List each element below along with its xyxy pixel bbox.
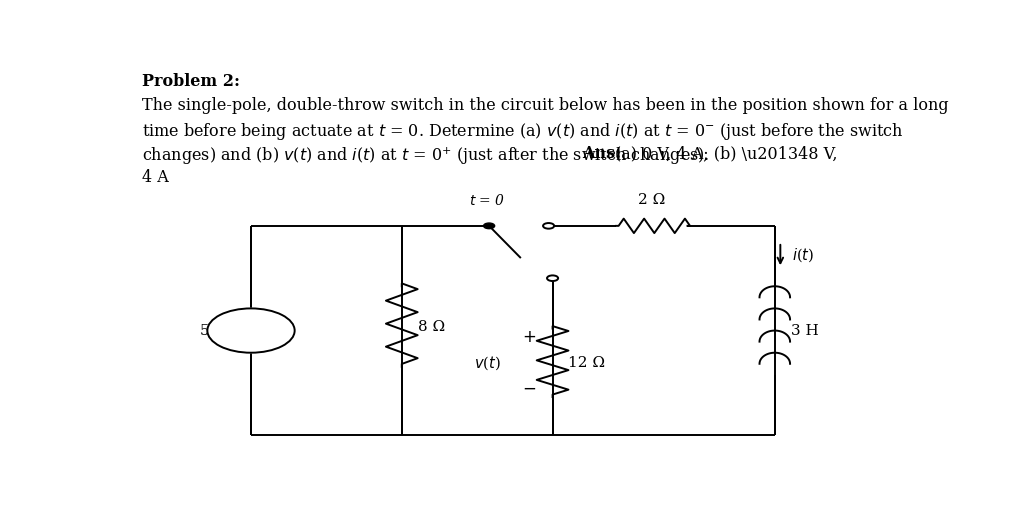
Text: (a) 0 V, 4 A; (b) \u201348 V,: (a) 0 V, 4 A; (b) \u201348 V, [615, 145, 838, 162]
Circle shape [543, 223, 554, 229]
Text: Problem 2:: Problem 2: [142, 73, 241, 90]
Text: The single-pole, double-throw switch in the circuit below has been in the positi: The single-pole, double-throw switch in … [142, 97, 949, 114]
Text: Ans:: Ans: [582, 145, 622, 162]
Text: 8 Ω: 8 Ω [418, 320, 444, 334]
Text: −: − [522, 380, 536, 398]
Text: 3 H: 3 H [791, 324, 818, 337]
Text: 12 Ω: 12 Ω [568, 356, 605, 370]
Text: +: + [522, 327, 536, 346]
Text: 5 A: 5 A [200, 324, 225, 337]
Circle shape [207, 309, 295, 353]
Text: time before being actuate at $t$ = 0. Determine (a) $v$($t$) and $i$($t$) at $t$: time before being actuate at $t$ = 0. De… [142, 121, 904, 142]
Circle shape [547, 276, 558, 281]
Text: $v$($t$): $v$($t$) [474, 354, 501, 372]
Text: $i$($t$): $i$($t$) [793, 246, 814, 264]
Circle shape [483, 223, 495, 229]
Text: $t$ = 0: $t$ = 0 [469, 193, 506, 208]
Text: changes) and (b) $v$($t$) and $i$($t$) at $t$ = 0$^{+}$ (just after the switch c: changes) and (b) $v$($t$) and $i$($t$) a… [142, 145, 712, 167]
Text: 4 A: 4 A [142, 169, 169, 187]
Text: 2 Ω: 2 Ω [638, 192, 666, 207]
